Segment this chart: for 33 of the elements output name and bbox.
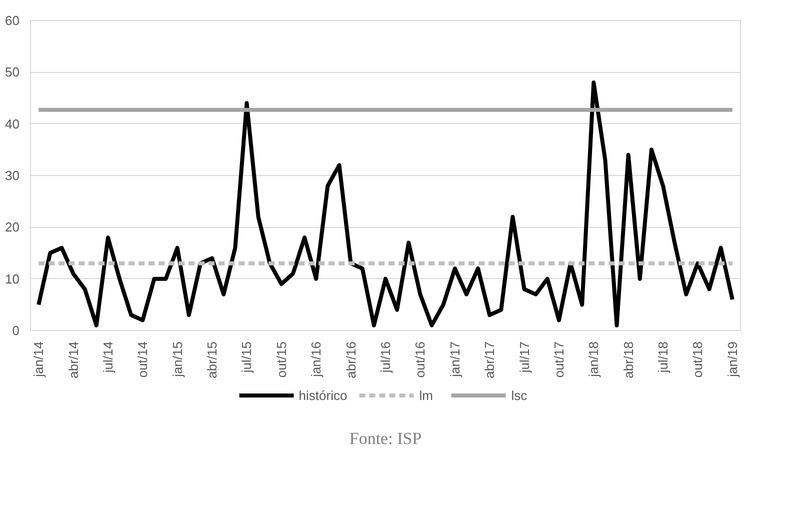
y-tick-label: 0 — [12, 323, 20, 338]
legend-label: lm — [419, 388, 434, 402]
x-tick-label: jul/18 — [656, 342, 671, 374]
legend-label: histórico — [298, 388, 348, 402]
y-tick-label: 30 — [5, 168, 20, 183]
line-series — [36, 80, 734, 328]
x-tick-label: out/15 — [274, 341, 289, 378]
y-tick-label: 60 — [5, 13, 20, 28]
x-tick-label: jan/16 — [308, 342, 324, 378]
x-tick-label: out/16 — [412, 341, 428, 378]
x-tick-label: jul/14 — [100, 342, 116, 374]
x-tick-label: jan/17 — [447, 342, 462, 378]
legend-label: lsc — [511, 388, 528, 402]
x-tick-label: out/18 — [690, 341, 706, 378]
x-tick-label: abr/15 — [204, 341, 220, 378]
x-tick-label: jan/14 — [31, 342, 46, 378]
x-tick-label: jan/15 — [170, 342, 185, 378]
x-tick-label: out/14 — [135, 341, 150, 378]
x-tick-label: abr/17 — [482, 341, 498, 378]
x-tick-label: abr/18 — [620, 341, 636, 378]
y-tick-label: 10 — [5, 271, 20, 286]
x-tick-label: jul/16 — [378, 342, 393, 374]
x-tick-label: jul/17 — [516, 342, 532, 374]
y-tick-label: 50 — [5, 64, 20, 80]
x-tick-label: jan/19 — [724, 342, 740, 378]
x-tick-label: out/17 — [551, 341, 566, 378]
x-tick-label: abr/16 — [343, 341, 358, 378]
x-tick-label: jul/15 — [239, 342, 254, 374]
y-tick-label: 40 — [5, 116, 20, 132]
x-tick-label: abr/14 — [66, 341, 81, 378]
x-tick-label: jan/18 — [586, 342, 602, 378]
y-tick-label: 20 — [5, 220, 20, 235]
source-note: Fonte: ISP — [349, 429, 422, 448]
